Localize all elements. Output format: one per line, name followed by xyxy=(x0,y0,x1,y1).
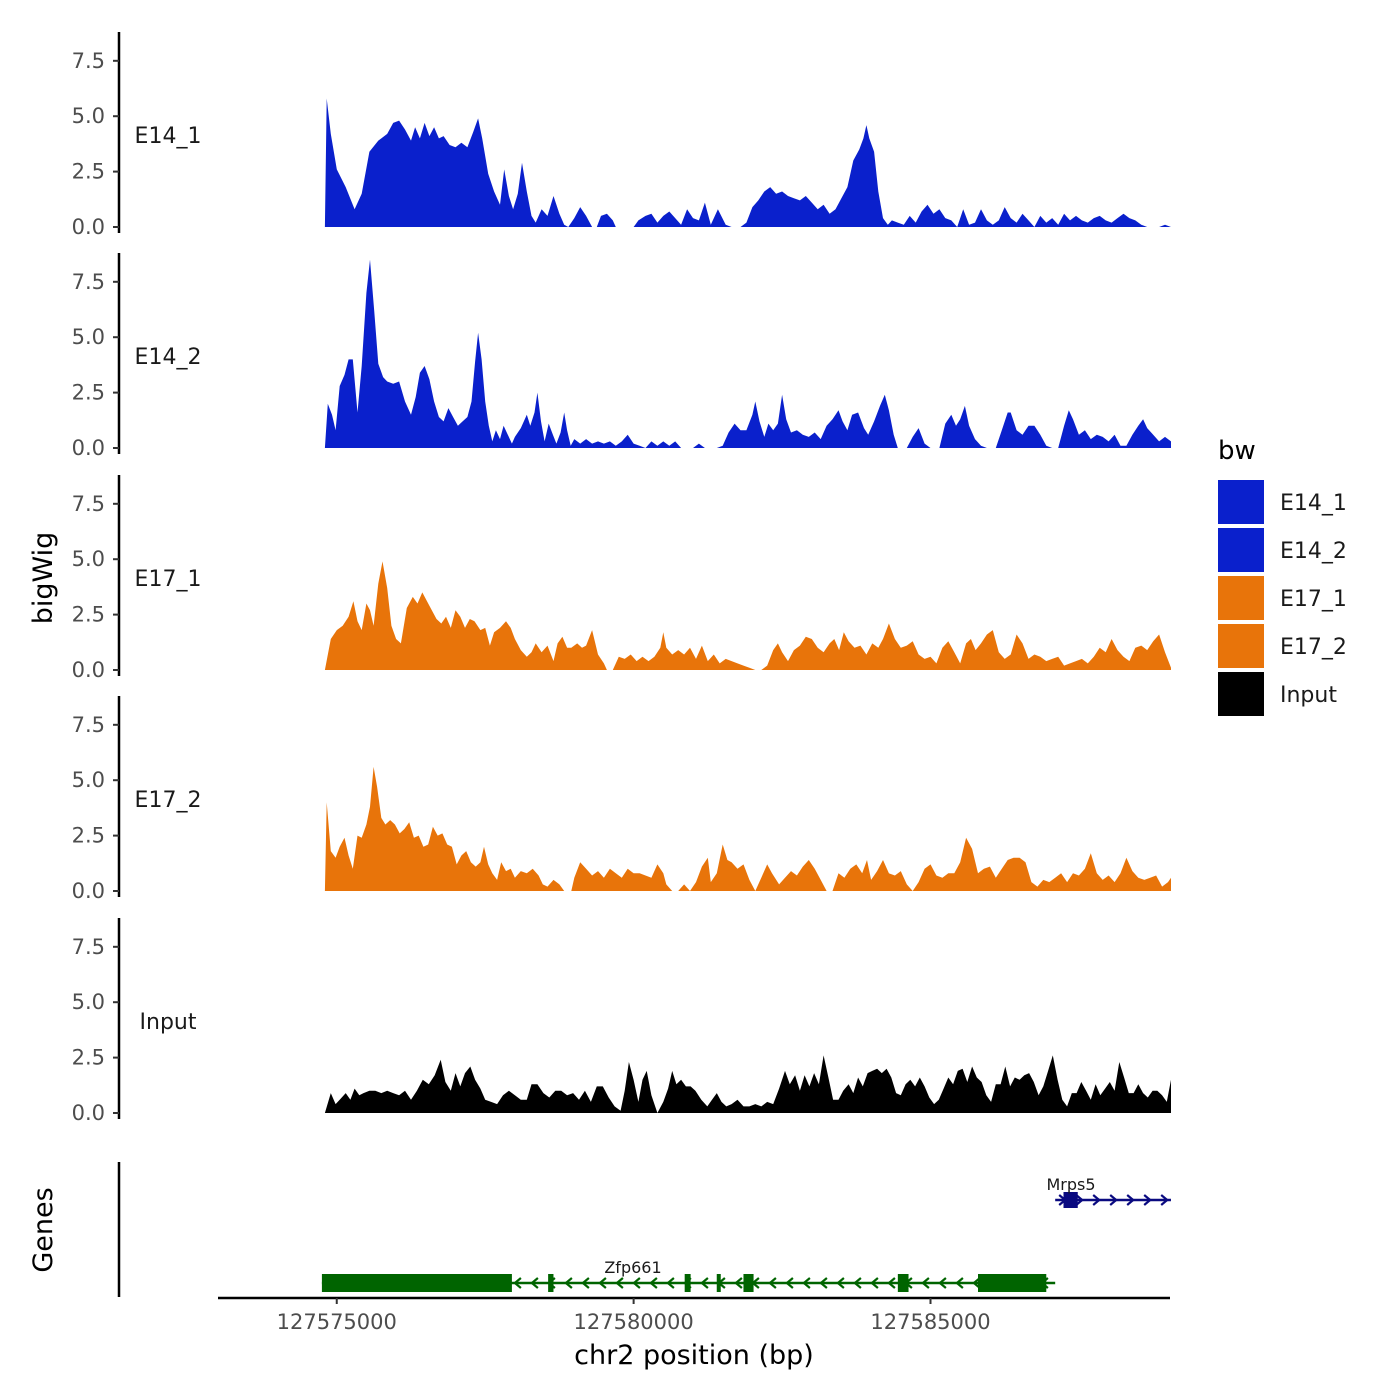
y-tick-label: 7.5 xyxy=(72,270,105,294)
y-tick-label: 5.0 xyxy=(72,990,105,1014)
x-tick-label: 127585000 xyxy=(870,1310,990,1334)
legend-swatch xyxy=(1218,576,1264,620)
track-label: E14_1 xyxy=(135,124,202,149)
track-label: E17_1 xyxy=(135,567,202,592)
legend-label: E14_1 xyxy=(1280,491,1347,516)
strand-chevron xyxy=(1160,1194,1169,1206)
strand-chevron xyxy=(1126,1194,1135,1206)
y-tick-label: 7.5 xyxy=(72,49,105,73)
strand-chevron xyxy=(1075,1194,1084,1206)
strand-chevron xyxy=(853,1277,862,1289)
y-tick-label: 2.5 xyxy=(72,603,105,627)
strand-chevron xyxy=(581,1277,590,1289)
legend-swatch xyxy=(1218,624,1264,668)
area-Input xyxy=(324,1055,1171,1113)
legend-label: E14_2 xyxy=(1280,539,1347,564)
gene-exon xyxy=(684,1274,691,1292)
legend-title: bw xyxy=(1218,436,1256,466)
area-E14_2 xyxy=(324,259,1171,448)
strand-chevron xyxy=(530,1277,539,1289)
gene-Zfp661: Zfp661 xyxy=(321,1258,1056,1292)
tracks-layer: 0.0 2.5 5.0 7.5 E14_1 0.0 2.5 5.0 7.5 E14_2 0.0 2.5… xyxy=(72,32,1171,1125)
area-E14_1 xyxy=(324,98,1171,227)
gene-exon xyxy=(1063,1192,1078,1208)
strand-chevron xyxy=(1092,1194,1101,1206)
y-tick-label: 5.0 xyxy=(72,325,105,349)
strand-chevron xyxy=(649,1277,658,1289)
strand-chevron xyxy=(802,1277,811,1289)
y-axis-title: bigWig xyxy=(28,532,59,625)
y-tick-label: 5.0 xyxy=(72,547,105,571)
track-label: E17_2 xyxy=(135,788,202,813)
strand-chevron xyxy=(615,1277,624,1289)
genes-axis-title: Genes xyxy=(28,1187,59,1272)
strand-chevron xyxy=(734,1277,743,1289)
strand-chevron xyxy=(870,1277,879,1289)
track-E17_1: 0.0 2.5 5.0 7.5 E17_1 xyxy=(72,475,1171,682)
gene-Mrps5: Mrps5 xyxy=(1046,1175,1171,1208)
x-tick-label: 127580000 xyxy=(574,1310,694,1334)
y-tick-label: 0.0 xyxy=(72,879,105,903)
y-tick-label: 2.5 xyxy=(72,160,105,184)
track-E14_2: 0.0 2.5 5.0 7.5 E14_2 xyxy=(72,253,1171,460)
x-axis: 127575000 127580000 127585000 xyxy=(218,1296,1170,1334)
strand-chevron xyxy=(768,1277,777,1289)
strand-chevron xyxy=(632,1277,641,1289)
legend-label: E17_1 xyxy=(1280,587,1347,612)
track-E14_1: 0.0 2.5 5.0 7.5 E14_1 xyxy=(72,32,1171,239)
strand-chevron xyxy=(1143,1194,1152,1206)
legend: bw E14_1 E14_2 E17_1 E17_2 Input xyxy=(1218,436,1347,716)
track-label: Input xyxy=(140,1010,197,1035)
strand-chevron xyxy=(564,1277,573,1289)
gene-exon xyxy=(897,1274,909,1292)
gene-label: Zfp661 xyxy=(604,1258,661,1277)
strand-chevron xyxy=(836,1277,845,1289)
gene-exon xyxy=(743,1274,754,1292)
y-tick-label: 5.0 xyxy=(72,768,105,792)
y-tick-label: 7.5 xyxy=(72,935,105,959)
strand-chevron xyxy=(785,1277,794,1289)
genes-layer: Mrps5 Zfp661 xyxy=(117,1162,1171,1297)
strand-chevron xyxy=(921,1277,930,1289)
strand-chevron xyxy=(598,1277,607,1289)
strand-chevron xyxy=(513,1277,522,1289)
strand-chevron xyxy=(700,1277,709,1289)
track-Input: 0.0 2.5 5.0 7.5 Input xyxy=(72,918,1171,1125)
strand-chevron xyxy=(1109,1194,1118,1206)
gene-exon xyxy=(548,1274,554,1292)
y-tick-label: 5.0 xyxy=(72,104,105,128)
track-E17_2: 0.0 2.5 5.0 7.5 E17_2 xyxy=(72,696,1171,903)
gene-exon xyxy=(321,1274,512,1292)
legend-swatch xyxy=(1218,528,1264,572)
strand-chevron xyxy=(938,1277,947,1289)
legend-swatch xyxy=(1218,672,1264,716)
strand-chevron xyxy=(972,1277,981,1289)
gene-exon xyxy=(978,1274,1047,1292)
y-tick-label: 0.0 xyxy=(72,1101,105,1125)
legend-label: E17_2 xyxy=(1280,635,1347,660)
area-E17_1 xyxy=(324,561,1171,670)
legend-label: Input xyxy=(1280,683,1337,708)
track-label: E14_2 xyxy=(135,345,202,370)
y-tick-label: 2.5 xyxy=(72,824,105,848)
y-tick-label: 7.5 xyxy=(72,713,105,737)
strand-chevron xyxy=(666,1277,675,1289)
y-tick-label: 0.0 xyxy=(72,658,105,682)
y-tick-label: 2.5 xyxy=(72,381,105,405)
x-tick-label: 127575000 xyxy=(277,1310,397,1334)
gene-label: Mrps5 xyxy=(1046,1175,1095,1194)
area-E17_2 xyxy=(324,766,1171,891)
strand-chevron xyxy=(887,1277,896,1289)
y-tick-label: 0.0 xyxy=(72,436,105,460)
y-tick-label: 2.5 xyxy=(72,1046,105,1070)
strand-chevron xyxy=(955,1277,964,1289)
x-axis-title: chr2 position (bp) xyxy=(574,1340,814,1371)
legend-swatch xyxy=(1218,480,1264,524)
y-tick-label: 0.0 xyxy=(72,215,105,239)
y-tick-label: 7.5 xyxy=(72,492,105,516)
gene-exon xyxy=(716,1274,721,1292)
strand-chevron xyxy=(819,1277,828,1289)
